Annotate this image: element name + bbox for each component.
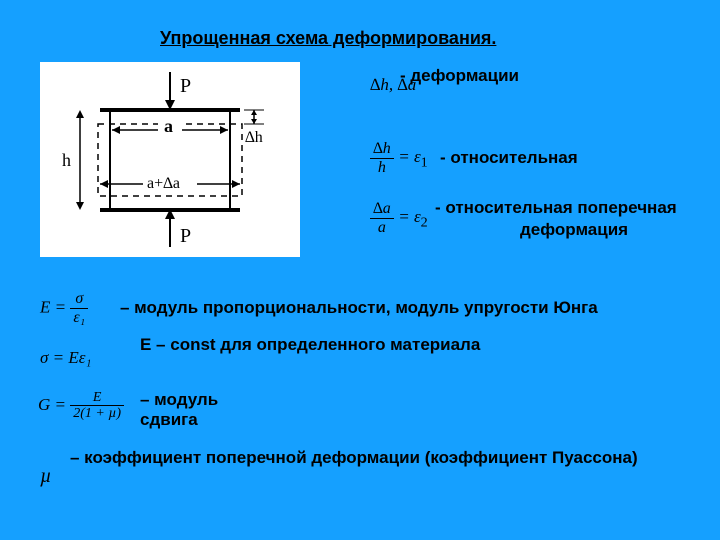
txt-relative-transverse: - относительная поперечная <box>435 198 677 218</box>
den-2mu: 2(1 + µ) <box>70 406 124 421</box>
num-da: ∆a <box>370 200 394 219</box>
den-a: a <box>370 219 394 237</box>
den-h: h <box>370 159 394 177</box>
eq-shear-lhs: G = <box>38 395 70 414</box>
txt-const: E – const для определенного материала <box>140 335 530 355</box>
label-dh: ∆h <box>245 129 263 146</box>
label-h: h <box>62 150 71 170</box>
label-a: a <box>164 116 173 136</box>
txt-relative: - относительная <box>440 148 578 168</box>
label-a-da: a+∆a <box>147 175 180 192</box>
txt-shear: – модуль сдвига <box>140 390 240 430</box>
label-P-top: P <box>180 75 191 97</box>
eq-eps2-rhs: = ε <box>398 207 420 226</box>
den-eps1: ε₁ <box>70 309 88 327</box>
page-title: Упрощенная схема деформирования. <box>160 28 496 49</box>
eq-eps1: ∆hh = ε1 <box>370 140 428 176</box>
eq-sigma: σ = Eε₁ <box>40 348 91 368</box>
eq-mu: µ <box>40 465 52 488</box>
num-E: E <box>70 390 124 406</box>
label-P-bot: P <box>180 225 191 247</box>
eq-shear: G = E2(1 + µ) <box>38 390 124 422</box>
eq-eps2: ∆aa = ε2 <box>370 200 428 236</box>
eq-eps1-rhs: = ε <box>398 147 420 166</box>
eq-young: E = σε₁ <box>40 290 88 326</box>
diagram-svg: P P a a+∆a h ∆h <box>40 62 300 257</box>
txt-young: – модуль пропорциональности, модуль упру… <box>120 298 598 318</box>
deformation-diagram: P P a a+∆a h ∆h <box>40 62 300 257</box>
txt-poisson: – коэффициент поперечной деформации (коэ… <box>70 448 680 468</box>
eq-young-lhs: E = <box>40 297 70 316</box>
eq-eps1-sub: 1 <box>421 155 428 171</box>
eq-eps2-sub: 2 <box>421 215 428 231</box>
txt-deformation: деформация <box>520 220 628 240</box>
txt-deformations: - деформации <box>400 66 520 86</box>
num-sigma: σ <box>70 290 88 309</box>
num-dh: ∆h <box>370 140 394 159</box>
